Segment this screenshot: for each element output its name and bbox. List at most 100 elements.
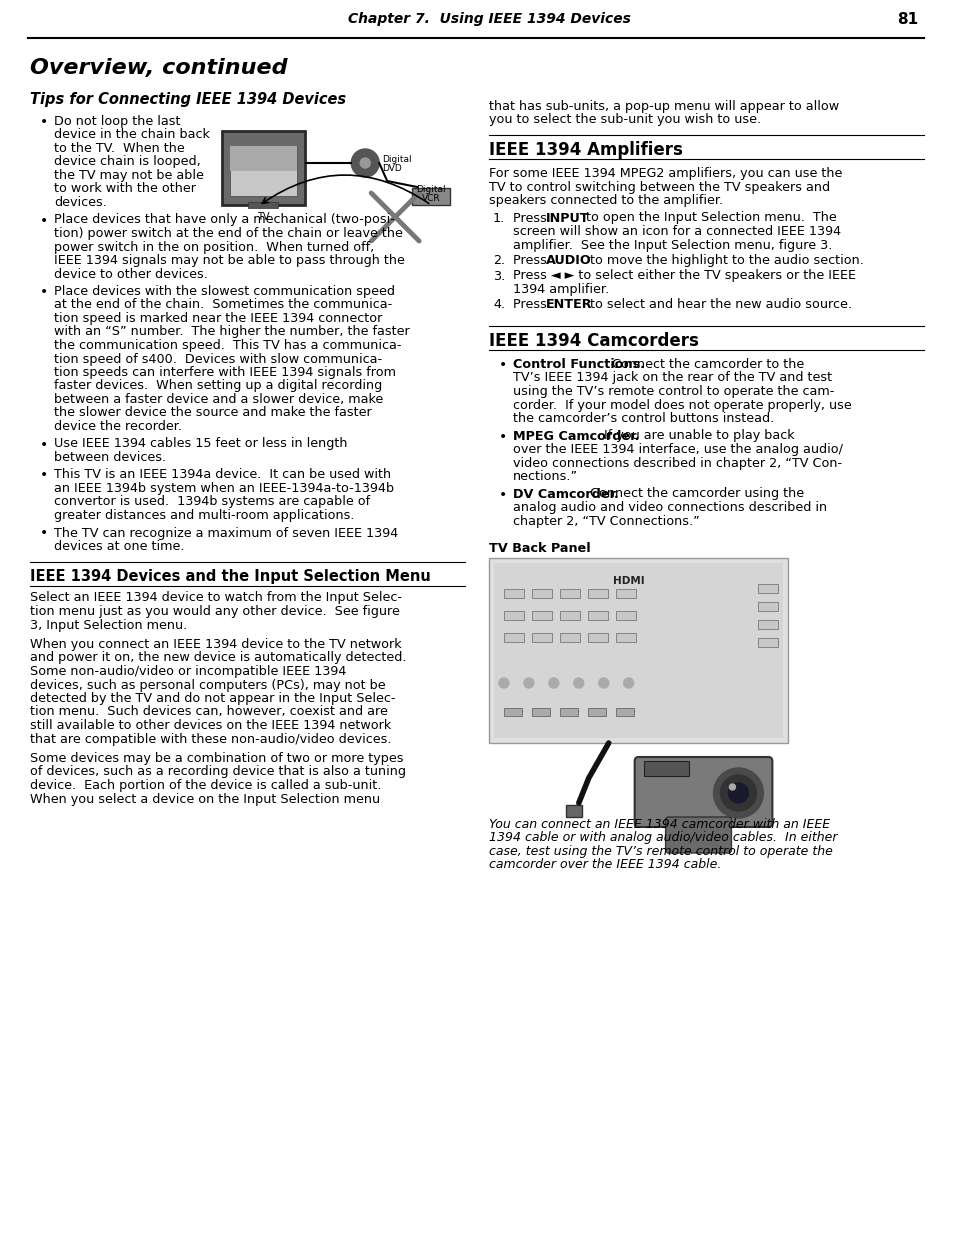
Text: convertor is used.  1394b systems are capable of: convertor is used. 1394b systems are cap…: [53, 495, 370, 509]
Text: at the end of the chain.  Sometimes the communica-: at the end of the chain. Sometimes the c…: [53, 299, 392, 311]
Bar: [758, 620, 778, 629]
Text: Select an IEEE 1394 device to watch from the Input Selec-: Select an IEEE 1394 device to watch from…: [30, 592, 401, 604]
Text: Press: Press: [513, 299, 550, 311]
Text: an IEEE 1394b system when an IEEE-1394a-to-1394b: an IEEE 1394b system when an IEEE-1394a-…: [53, 482, 394, 495]
Text: 1394 cable or with analog audio/video cables.  In either: 1394 cable or with analog audio/video ca…: [489, 831, 837, 845]
Bar: [559, 611, 579, 620]
Circle shape: [623, 678, 633, 688]
Text: still available to other devices on the IEEE 1394 network: still available to other devices on the …: [30, 719, 391, 732]
Text: TV to control switching between the TV speakers and: TV to control switching between the TV s…: [489, 180, 829, 194]
Bar: [503, 634, 523, 642]
Text: to select and hear the new audio source.: to select and hear the new audio source.: [585, 299, 851, 311]
Bar: [565, 805, 581, 818]
Circle shape: [713, 768, 762, 818]
Text: Connect the camcorder to the: Connect the camcorder to the: [603, 358, 803, 370]
Bar: [532, 611, 551, 620]
Bar: [758, 601, 778, 611]
Text: screen will show an icon for a connected IEEE 1394: screen will show an icon for a connected…: [513, 225, 841, 238]
Text: Control Functions.: Control Functions.: [513, 358, 644, 370]
Text: tion speed of s400.  Devices with slow communica-: tion speed of s400. Devices with slow co…: [53, 352, 381, 366]
Text: with an “S” number.  The higher the number, the faster: with an “S” number. The higher the numbe…: [53, 326, 409, 338]
Text: device in the chain back: device in the chain back: [53, 128, 210, 142]
Bar: [412, 188, 450, 205]
Text: IEEE 1394 Camcorders: IEEE 1394 Camcorders: [489, 332, 699, 350]
Text: device chain is looped,: device chain is looped,: [53, 156, 200, 168]
Text: Some devices may be a combination of two or more types: Some devices may be a combination of two…: [30, 752, 403, 764]
Text: VCR: VCR: [421, 194, 440, 203]
Bar: [559, 634, 579, 642]
Text: Chapter 7.  Using IEEE 1394 Devices: Chapter 7. Using IEEE 1394 Devices: [347, 12, 630, 26]
Text: the slower device the source and make the faster: the slower device the source and make th…: [53, 406, 372, 420]
Text: Use IEEE 1394 cables 15 feet or less in length: Use IEEE 1394 cables 15 feet or less in …: [53, 437, 347, 451]
Text: to work with the other: to work with the other: [53, 183, 195, 195]
Text: •: •: [498, 430, 507, 443]
Text: Some non-audio/video or incompatible IEEE 1394: Some non-audio/video or incompatible IEE…: [30, 664, 346, 678]
Text: INPUT: INPUT: [545, 211, 589, 225]
Text: Place devices that have only a mechanical (two-posi-: Place devices that have only a mechanica…: [53, 214, 395, 226]
Text: that are compatible with these non-audio/video devices.: that are compatible with these non-audio…: [30, 732, 391, 746]
Text: to open the Input Selection menu.  The: to open the Input Selection menu. The: [581, 211, 836, 225]
Text: between a faster device and a slower device, make: between a faster device and a slower dev…: [53, 393, 383, 406]
Text: device.  Each portion of the device is called a sub-unit.: device. Each portion of the device is ca…: [30, 779, 381, 792]
Bar: [643, 761, 688, 776]
Bar: [230, 146, 297, 196]
Bar: [494, 563, 782, 739]
Text: Do not loop the last: Do not loop the last: [53, 115, 180, 128]
Text: power switch in the on position.  When turned off,: power switch in the on position. When tu…: [53, 241, 374, 253]
Text: the TV may not be able: the TV may not be able: [53, 169, 204, 182]
Text: amplifier.  See the Input Selection menu, figure 3.: amplifier. See the Input Selection menu,…: [513, 238, 831, 252]
Text: camcorder over the IEEE 1394 cable.: camcorder over the IEEE 1394 cable.: [489, 858, 720, 872]
Bar: [503, 611, 523, 620]
Circle shape: [573, 678, 583, 688]
Text: 81: 81: [896, 12, 917, 27]
Text: tion speed is marked near the IEEE 1394 connector: tion speed is marked near the IEEE 1394 …: [53, 312, 382, 325]
Text: corder.  If your model does not operate properly, use: corder. If your model does not operate p…: [513, 399, 851, 411]
Text: Connect the camcorder using the: Connect the camcorder using the: [581, 488, 803, 500]
Text: using the TV’s remote control to operate the cam-: using the TV’s remote control to operate…: [513, 385, 834, 398]
Text: •: •: [40, 526, 48, 541]
Circle shape: [598, 678, 608, 688]
Bar: [758, 638, 778, 647]
Text: devices, such as personal computers (PCs), may not be: devices, such as personal computers (PCs…: [30, 678, 385, 692]
Text: and power it on, the new device is automatically detected.: and power it on, the new device is autom…: [30, 652, 406, 664]
Text: For some IEEE 1394 MPEG2 amplifiers, you can use the: For some IEEE 1394 MPEG2 amplifiers, you…: [489, 167, 841, 180]
Bar: [615, 708, 633, 716]
Text: HDMI: HDMI: [612, 576, 644, 585]
Text: Digital: Digital: [382, 156, 412, 164]
Circle shape: [351, 149, 378, 177]
Text: •: •: [40, 115, 48, 128]
Bar: [532, 708, 549, 716]
Text: video connections described in chapter 2, “TV Con-: video connections described in chapter 2…: [513, 457, 841, 469]
Text: If you are unable to play back: If you are unable to play back: [595, 430, 794, 442]
Text: nections.”: nections.”: [513, 471, 578, 483]
Text: device to other devices.: device to other devices.: [53, 268, 208, 280]
Text: between devices.: between devices.: [53, 451, 166, 464]
Text: the communication speed.  This TV has a communica-: the communication speed. This TV has a c…: [53, 338, 401, 352]
Text: •: •: [40, 437, 48, 452]
Text: IEEE 1394 Devices and the Input Selection Menu: IEEE 1394 Devices and the Input Selectio…: [30, 569, 430, 584]
Circle shape: [360, 158, 370, 168]
Text: 4.: 4.: [493, 299, 504, 311]
Text: to move the highlight to the audio section.: to move the highlight to the audio secti…: [585, 254, 862, 267]
Text: IEEE 1394 signals may not be able to pass through the: IEEE 1394 signals may not be able to pas…: [53, 254, 404, 267]
Text: detected by the TV and do not appear in the Input Selec-: detected by the TV and do not appear in …: [30, 692, 395, 705]
FancyBboxPatch shape: [489, 558, 787, 743]
Text: you to select the sub-unit you wish to use.: you to select the sub-unit you wish to u…: [489, 114, 760, 126]
Text: ENTER: ENTER: [545, 299, 592, 311]
Text: Press: Press: [513, 254, 550, 267]
Text: MPEG Camcorder.: MPEG Camcorder.: [513, 430, 639, 442]
Text: devices.: devices.: [53, 196, 107, 209]
Text: You can connect an IEEE 1394 camcorder with an IEEE: You can connect an IEEE 1394 camcorder w…: [489, 818, 829, 831]
Text: 2.: 2.: [493, 254, 504, 267]
Text: •: •: [498, 488, 507, 501]
Text: tion menu just as you would any other device.  See figure: tion menu just as you would any other de…: [30, 605, 399, 618]
Circle shape: [498, 678, 508, 688]
Text: Press: Press: [513, 211, 550, 225]
FancyBboxPatch shape: [634, 757, 772, 827]
Text: Digital: Digital: [416, 185, 445, 194]
Bar: [615, 611, 635, 620]
Bar: [248, 203, 278, 207]
Text: When you select a device on the Input Selection menu: When you select a device on the Input Se…: [30, 793, 379, 805]
Text: the camcorder’s control buttons instead.: the camcorder’s control buttons instead.: [513, 412, 774, 425]
Text: 3.: 3.: [493, 269, 505, 283]
